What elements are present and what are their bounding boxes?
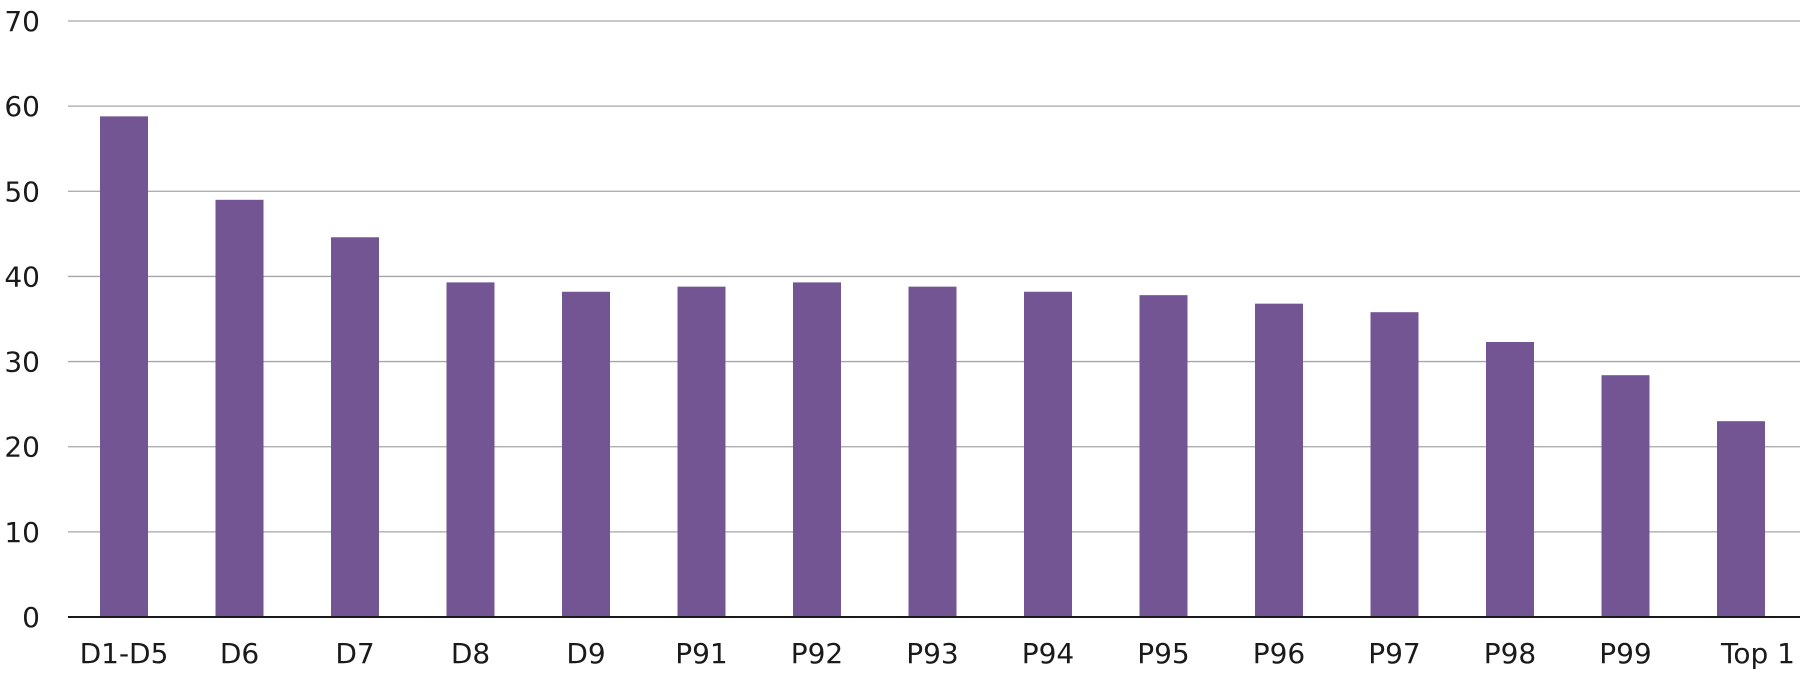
x-tick-label: D9 [566, 637, 605, 670]
x-tick-label: P92 [791, 637, 844, 670]
bar-d7 [331, 237, 379, 616]
x-tick-label: P95 [1137, 637, 1190, 670]
bar-d6 [215, 199, 264, 617]
y-tick-label: 0 [22, 601, 40, 634]
y-tick-label: 10 [4, 516, 40, 549]
x-tick-label: P96 [1253, 637, 1306, 670]
bar-p92 [793, 282, 841, 616]
y-tick-label: 30 [4, 346, 40, 379]
bar-top-1 [1717, 421, 1765, 616]
bar-p94 [1024, 291, 1072, 616]
x-tick-label: P98 [1484, 637, 1537, 670]
x-tick-label: P99 [1599, 637, 1652, 670]
bar-p97 [1370, 312, 1419, 616]
x-tick-label: D8 [451, 637, 490, 670]
bar-d9 [562, 291, 610, 616]
bar-p95 [1139, 295, 1188, 616]
y-tick-label: 60 [4, 90, 40, 123]
y-tick-label: 70 [4, 5, 40, 38]
y-tick-label: 50 [4, 175, 40, 208]
bars [100, 116, 1765, 617]
x-tick-label: D1-D5 [80, 637, 169, 670]
x-tick-label: D6 [220, 637, 259, 670]
y-tick-label: 40 [4, 260, 40, 293]
x-axis-tick-labels: D1-D5 D6 D7 D8 D9 P91 P92 P93 P94 P95 P96 P97 P98 P99… [80, 637, 1795, 670]
bar-p98 [1486, 341, 1534, 616]
x-tick-label: Top 1 [1720, 637, 1795, 670]
y-tick-label: 20 [4, 431, 40, 464]
x-tick-label: P97 [1368, 637, 1421, 670]
y-axis-tick-labels: 0 10 20 30 40 50 60 70 [4, 5, 40, 634]
bar-p99 [1601, 375, 1650, 616]
bar-p93 [908, 286, 957, 616]
x-tick-label: P93 [906, 637, 959, 670]
x-tick-label: P91 [675, 637, 728, 670]
x-tick-label: P94 [1022, 637, 1075, 670]
bar-p91 [677, 286, 726, 616]
x-tick-label: D7 [335, 637, 374, 670]
bar-p96 [1255, 303, 1303, 616]
bar-d8 [446, 282, 495, 616]
bar-d1-d5 [100, 116, 148, 617]
